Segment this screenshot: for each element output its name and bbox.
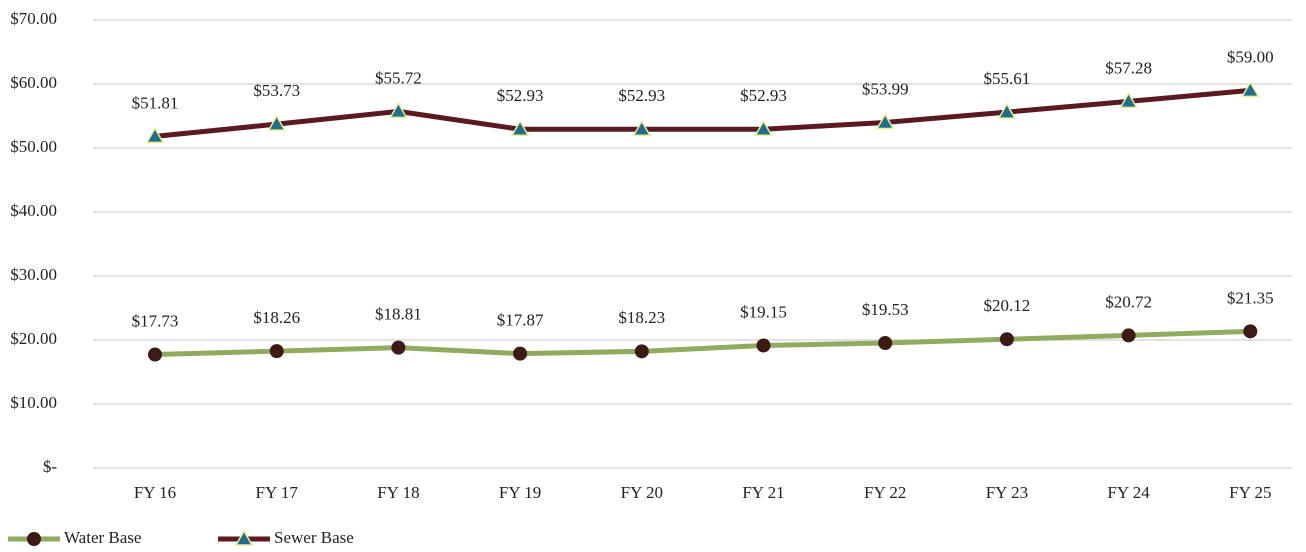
data-label: $53.99 [862, 79, 909, 98]
data-label: $52.93 [618, 86, 665, 105]
x-tick-label: FY 23 [986, 483, 1028, 502]
data-point [756, 338, 771, 353]
data-label: $17.73 [132, 311, 179, 330]
data-point [632, 119, 652, 136]
y-tick-label: $40.00 [10, 201, 57, 220]
data-point [754, 119, 773, 136]
y-tick-label: $30.00 [10, 265, 57, 284]
series-line [154, 87, 1251, 139]
data-point [389, 101, 408, 119]
x-tick-label: FY 16 [134, 483, 176, 502]
data-point [510, 119, 530, 136]
data-point [513, 346, 528, 361]
data-label: $57.28 [1105, 58, 1152, 77]
data-point [1121, 328, 1136, 343]
y-tick-label: $60.00 [10, 73, 57, 92]
data-label: $21.35 [1227, 288, 1274, 307]
x-tick-label: FY 25 [1229, 483, 1271, 502]
y-tick-label: $70.00 [10, 9, 57, 28]
data-point [997, 102, 1017, 119]
data-label: $59.00 [1227, 47, 1274, 66]
legend-marker [27, 532, 41, 546]
data-point [391, 340, 406, 355]
data-point [999, 332, 1014, 347]
legend-label: Sewer Base [274, 528, 354, 547]
y-tick-label: $10.00 [10, 393, 57, 412]
x-tick-label: FY 21 [742, 483, 784, 502]
x-tick-label: FY 22 [864, 483, 906, 502]
x-tick-label: FY 24 [1107, 483, 1150, 502]
data-point [148, 347, 162, 362]
data-point [878, 336, 893, 351]
data-label: $17.87 [497, 311, 544, 330]
data-point [875, 112, 895, 130]
data-point [634, 344, 649, 359]
x-tick-label: FY 18 [377, 483, 419, 502]
data-point [1241, 80, 1260, 98]
data-label: $18.26 [253, 308, 300, 327]
legend-label: Water Base [64, 528, 141, 547]
y-tick-label: $20.00 [10, 329, 57, 348]
data-label: $18.23 [618, 308, 665, 327]
data-point [145, 126, 165, 144]
series-line [154, 328, 1251, 358]
data-label: $20.12 [984, 296, 1031, 315]
data-point [269, 344, 284, 359]
data-point [1119, 91, 1138, 109]
data-label: $51.81 [132, 93, 179, 112]
data-label: $52.93 [740, 86, 787, 105]
data-point [1243, 324, 1258, 339]
data-label: $19.15 [740, 302, 787, 321]
data-label: $19.53 [862, 300, 909, 319]
y-tick-label: $- [43, 457, 58, 476]
x-tick-label: FY 17 [256, 483, 299, 502]
data-label: $18.81 [375, 305, 422, 324]
y-tick-label: $50.00 [10, 137, 57, 156]
data-point [267, 114, 286, 131]
x-tick-label: FY 19 [499, 483, 541, 502]
data-label: $55.72 [375, 68, 422, 87]
data-label: $55.61 [984, 69, 1031, 88]
data-label: $53.73 [253, 81, 300, 100]
data-label: $52.93 [497, 86, 544, 105]
legend-marker [234, 529, 254, 546]
x-tick-label: FY 20 [621, 483, 663, 502]
data-label: $20.72 [1105, 292, 1152, 311]
